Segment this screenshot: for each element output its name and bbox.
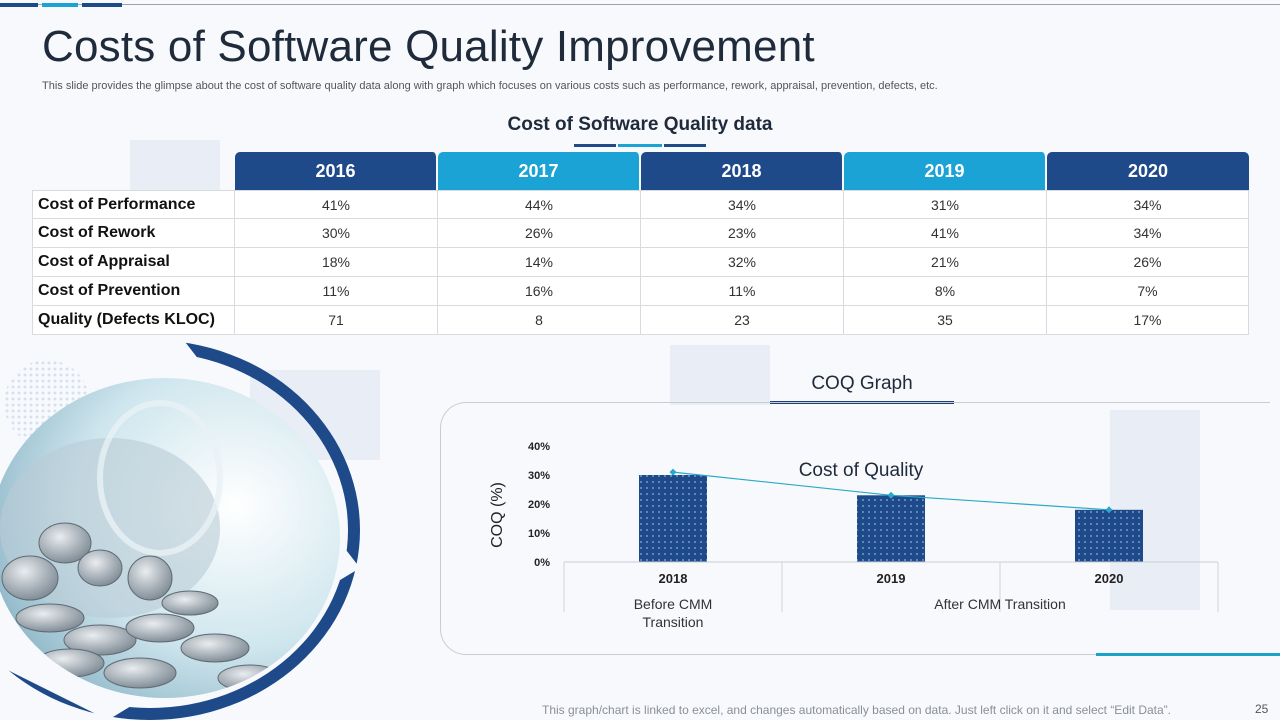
top-accent-1 xyxy=(0,3,38,7)
top-accent-2 xyxy=(42,3,78,7)
year-header: 2020 xyxy=(1047,152,1249,190)
table-cell: 17% xyxy=(1047,306,1249,335)
table-cell: 31% xyxy=(844,190,1047,219)
y-axis-label: COQ (%) xyxy=(489,482,506,548)
x-tick-label: 2020 xyxy=(1095,571,1124,586)
year-header: 2016 xyxy=(235,152,438,190)
year-header: 2018 xyxy=(641,152,844,190)
table-row: Cost of Appraisal 18% 14% 32% 21% 26% xyxy=(32,248,1249,277)
table-cell: 32% xyxy=(641,248,844,277)
chart-accent-line xyxy=(1096,653,1280,656)
bar xyxy=(857,495,925,562)
coq-chart: COQ (%) 0% 10% 20% 30% 40% 2018 2019 2020 Befor… xyxy=(489,441,1219,630)
top-rule xyxy=(0,4,1280,5)
table-cell: 23 xyxy=(641,306,844,335)
table-cell: 35 xyxy=(844,306,1047,335)
coq-graph-title: COQ Graph xyxy=(811,373,913,394)
page-number: 25 xyxy=(1255,702,1269,716)
x-tick-label: 2018 xyxy=(659,571,688,586)
table-cell: 8% xyxy=(844,277,1047,306)
x-group-label: After CMM Transition xyxy=(934,596,1065,612)
y-tick-label: 10% xyxy=(528,528,550,540)
decor-grid-left xyxy=(130,140,220,190)
table-cell: 26% xyxy=(438,219,641,248)
table-cell: 34% xyxy=(1047,219,1249,248)
bar xyxy=(1075,509,1143,562)
table-cell: 34% xyxy=(641,190,844,219)
table-row: Quality (Defects KLOC) 71 8 23 35 17% xyxy=(32,306,1249,335)
row-label: Cost of Rework xyxy=(32,219,235,248)
table-row: Cost of Prevention 11% 16% 11% 8% 7% xyxy=(32,277,1249,306)
table-cell: 41% xyxy=(844,219,1047,248)
table-cell: 23% xyxy=(641,219,844,248)
table-title: Cost of Software Quality data xyxy=(507,114,773,135)
row-label: Cost of Performance xyxy=(32,190,235,219)
table-cell: 71 xyxy=(235,306,438,335)
slide-subtitle: This slide provides the glimpse about th… xyxy=(42,80,938,92)
table-cell: 11% xyxy=(641,277,844,306)
row-label: Quality (Defects KLOC) xyxy=(32,306,235,335)
table-cell: 8 xyxy=(438,306,641,335)
slide-title: Costs of Software Quality Improvement xyxy=(42,22,815,71)
table-cell: 21% xyxy=(844,248,1047,277)
bar xyxy=(639,475,707,562)
footer-note: This graph/chart is linked to excel, and… xyxy=(542,703,1171,717)
year-header: 2017 xyxy=(438,152,641,190)
x-group-label: Before CMM Transition xyxy=(634,596,713,630)
table-cell: 41% xyxy=(235,190,438,219)
chart-frame xyxy=(440,402,1270,655)
table-corner xyxy=(32,152,235,190)
cost-data-table: 2016 2017 2018 2019 2020 Cost of Perform… xyxy=(32,152,1249,335)
y-tick-label: 30% xyxy=(528,470,550,482)
y-tick-label: 40% xyxy=(528,441,550,453)
table-row: Cost of Rework 30% 26% 23% 41% 34% xyxy=(32,219,1249,248)
table-cell: 18% xyxy=(235,248,438,277)
table-cell: 44% xyxy=(438,190,641,219)
row-label: Cost of Appraisal xyxy=(32,248,235,277)
x-tick-label: 2019 xyxy=(877,571,906,586)
table-cell: 26% xyxy=(1047,248,1249,277)
table-cell: 34% xyxy=(1047,190,1249,219)
table-cell: 14% xyxy=(438,248,641,277)
y-tick-label: 0% xyxy=(534,557,550,569)
trend-point xyxy=(1105,506,1113,514)
table-cell: 30% xyxy=(235,219,438,248)
chart-title: Cost of Quality xyxy=(799,460,924,481)
table-title-accent-3 xyxy=(664,144,706,147)
trend-point xyxy=(887,491,895,499)
table-cell: 16% xyxy=(438,277,641,306)
y-tick-label: 20% xyxy=(528,499,550,511)
year-header: 2019 xyxy=(844,152,1047,190)
row-label: Cost of Prevention xyxy=(32,277,235,306)
table-cell: 11% xyxy=(235,277,438,306)
trend-point xyxy=(669,468,677,476)
top-accent-3 xyxy=(82,3,122,7)
table-cell: 7% xyxy=(1047,277,1249,306)
table-title-accent-2 xyxy=(618,144,662,147)
table-row: Cost of Performance 41% 44% 34% 31% 34% xyxy=(32,190,1249,219)
decor-grid-chart xyxy=(670,345,770,405)
table-title-accent-1 xyxy=(574,144,616,147)
